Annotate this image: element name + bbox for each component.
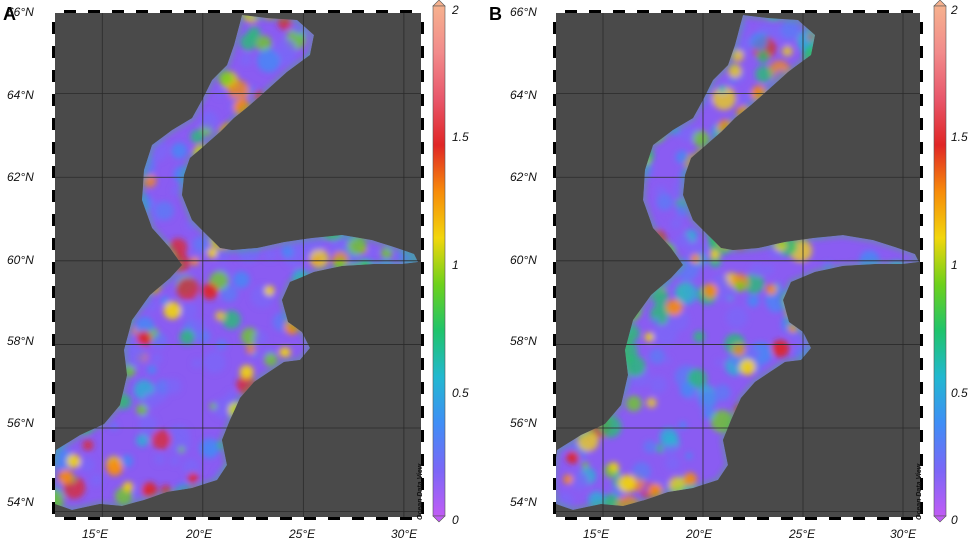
map-svg-a bbox=[51, 9, 425, 526]
colorbar-tick: 0.5 bbox=[951, 386, 968, 400]
map-a bbox=[51, 9, 425, 526]
panel-label-b: B bbox=[489, 4, 502, 24]
colorbar-tick: 1 bbox=[951, 258, 958, 272]
lat-label: 56°N bbox=[7, 416, 34, 430]
colorbar-svg-a bbox=[432, 0, 446, 523]
lat-label: 60°N bbox=[510, 253, 537, 267]
lat-label: 64°N bbox=[510, 88, 537, 102]
lat-label: 54°N bbox=[7, 495, 34, 509]
colorbar-tick: 1 bbox=[452, 258, 459, 272]
colorbar-svg-b bbox=[933, 0, 947, 523]
colorbar-tick: 2 bbox=[452, 3, 459, 17]
map-b bbox=[552, 9, 925, 526]
watermark-a: Ocean Data View bbox=[417, 463, 424, 520]
map-frame bbox=[51, 9, 425, 526]
colorbar-tick: 0 bbox=[452, 513, 459, 527]
map-svg-b bbox=[552, 9, 925, 526]
lon-label: 30°E bbox=[890, 527, 917, 541]
graticule bbox=[52, 10, 424, 520]
panel-label-a: A bbox=[3, 4, 16, 24]
lat-label: 58°N bbox=[510, 334, 537, 348]
lat-label: 64°N bbox=[7, 88, 34, 102]
watermark-b: Ocean Data View bbox=[916, 463, 923, 520]
lon-label: 25°E bbox=[289, 527, 316, 541]
lat-label: 66°N bbox=[7, 5, 34, 19]
lon-label: 20°E bbox=[686, 527, 713, 541]
lat-label: 62°N bbox=[510, 170, 537, 184]
colorbar-tick: 0 bbox=[951, 513, 958, 527]
colorbar-tick: 2 bbox=[951, 3, 958, 17]
lat-label: 62°N bbox=[7, 170, 34, 184]
lon-label: 30°E bbox=[391, 527, 418, 541]
lat-label: 66°N bbox=[510, 5, 537, 19]
lat-label: 60°N bbox=[7, 253, 34, 267]
lat-label: 54°N bbox=[510, 495, 537, 509]
colorbar-tick: 1.5 bbox=[951, 130, 968, 144]
lon-label: 15°E bbox=[82, 527, 109, 541]
lon-label: 25°E bbox=[789, 527, 816, 541]
lon-label: 20°E bbox=[186, 527, 213, 541]
graticule bbox=[553, 10, 923, 520]
colorbar-tick: 0.5 bbox=[452, 386, 469, 400]
colorbar-tick: 1.5 bbox=[452, 130, 469, 144]
lat-label: 58°N bbox=[7, 334, 34, 348]
lat-label: 56°N bbox=[510, 416, 537, 430]
lon-label: 15°E bbox=[583, 527, 610, 541]
